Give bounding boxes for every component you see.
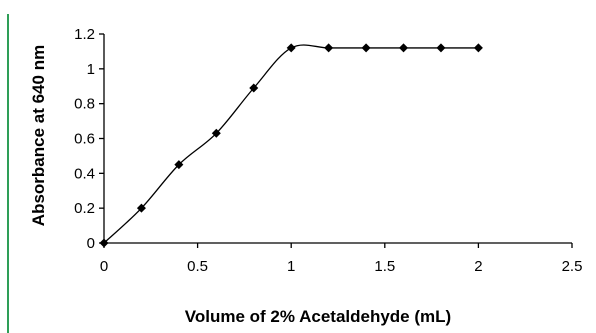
series-line xyxy=(103,44,479,244)
series-markers xyxy=(99,43,483,248)
x-ticks: 0 0.5 1 1.5 2 2.5 xyxy=(100,243,583,275)
data-point-marker xyxy=(174,160,184,170)
y-tick-label: 1.2 xyxy=(74,26,95,43)
x-axis-title: Volume of 2% Acetaldehyde (mL) xyxy=(185,307,451,326)
x-tick-label: 1 xyxy=(287,258,295,275)
data-point-marker xyxy=(436,43,446,53)
y-tick-label: 0.6 xyxy=(74,131,95,148)
data-point-marker xyxy=(361,43,371,53)
y-tick-label: 0 xyxy=(87,235,95,252)
data-point-marker xyxy=(99,238,109,248)
y-tick-label: 0.2 xyxy=(74,200,95,217)
data-point-marker xyxy=(286,43,296,53)
y-axis-title: Absorbance at 640 nm xyxy=(29,45,48,226)
y-tick-label: 0.8 xyxy=(74,96,95,113)
y-ticks: 0 0.2 0.4 0.6 0.8 1 1.2 xyxy=(74,26,104,252)
data-point-marker xyxy=(136,203,146,213)
x-tick-label: 0.5 xyxy=(187,258,208,275)
y-tick-label: 1 xyxy=(87,61,95,78)
data-point-marker xyxy=(473,43,483,53)
axes xyxy=(103,34,572,244)
data-point-marker xyxy=(399,43,409,53)
x-tick-label: 0 xyxy=(100,258,108,275)
data-point-marker xyxy=(324,43,334,53)
data-point-marker xyxy=(249,83,259,93)
x-tick-label: 1.5 xyxy=(374,258,395,275)
y-tick-label: 0.4 xyxy=(74,165,95,182)
x-tick-label: 2 xyxy=(474,258,482,275)
x-tick-label: 2.5 xyxy=(562,258,583,275)
data-point-marker xyxy=(211,128,221,138)
